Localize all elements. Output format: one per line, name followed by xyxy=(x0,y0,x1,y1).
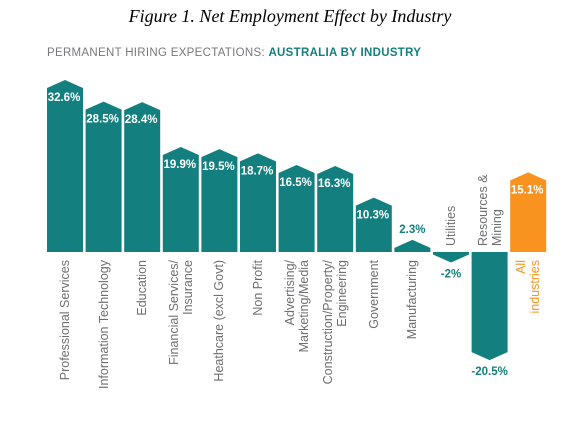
bar xyxy=(394,239,431,252)
value-label: 10.3% xyxy=(356,210,389,222)
value-label: 28.4% xyxy=(125,114,158,126)
bar xyxy=(240,153,276,252)
subtitle: PERMANENT HIRING EXPECTATIONS: xyxy=(47,47,268,59)
category-label: Government xyxy=(366,260,381,329)
value-label: 32.6% xyxy=(48,92,81,104)
category-label: Resources & Mining xyxy=(475,174,504,246)
category-label: Advertising/ Marketing/Media xyxy=(282,260,311,353)
category-label: Financial Services/ Insurance xyxy=(166,260,195,365)
category-label: Manufacturing xyxy=(405,260,420,340)
bar xyxy=(317,166,354,252)
category-label: Construction/Property/ Engineering xyxy=(321,260,350,385)
category-label: All industries xyxy=(514,260,543,314)
bar xyxy=(278,164,315,252)
value-label: 28.5% xyxy=(86,114,119,126)
value-label: 18.7% xyxy=(241,165,274,177)
value-label: 15.1% xyxy=(511,184,544,196)
value-label: 19.5% xyxy=(202,161,235,173)
bar xyxy=(355,197,392,252)
bar xyxy=(510,172,547,252)
value-label: 19.9% xyxy=(163,159,196,171)
category-label: Non Profit xyxy=(251,260,265,316)
bar xyxy=(124,102,161,252)
value-label: 16.3% xyxy=(318,178,351,190)
chart-title: Figure 1. Net Employment Effect by Indus… xyxy=(128,6,452,26)
bar xyxy=(201,149,238,252)
bar xyxy=(85,101,122,253)
bar xyxy=(162,147,199,252)
bar xyxy=(47,80,83,252)
subtitle-highlight: AUSTRALIA BY INDUSTRY xyxy=(268,47,421,59)
category-label: Education xyxy=(135,260,150,316)
category-label: Utilities xyxy=(444,205,458,246)
value-label: 16.5% xyxy=(279,177,312,189)
bar xyxy=(471,252,508,361)
chart-subtitle: PERMANENT HIRING EXPECTATIONS: AUSTRALIA… xyxy=(47,47,421,59)
value-label: -2% xyxy=(441,269,461,281)
category-label: Information Technology xyxy=(96,260,111,390)
category-label: Professional Services xyxy=(58,260,72,381)
category-label: Heathcare (excl Govt) xyxy=(212,260,227,382)
bar xyxy=(433,252,469,263)
value-label: -20.5% xyxy=(471,366,507,378)
value-label: 2.3% xyxy=(399,224,425,236)
